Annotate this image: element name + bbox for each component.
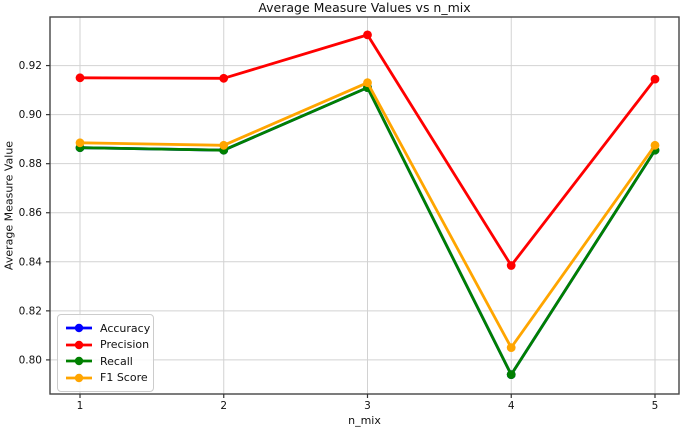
legend-line-sample-recall: [66, 357, 92, 366]
legend-line-sample-precision: [66, 340, 92, 349]
legend-label-accuracy: Accuracy: [100, 321, 151, 335]
y-tick-label: 0.84: [19, 256, 43, 268]
series-marker-f1-score: [363, 78, 372, 88]
legend-line-sample-accuracy: [66, 324, 92, 333]
x-tick-label: 5: [652, 400, 659, 412]
y-axis-label: Average Measure Value: [2, 140, 16, 271]
series-marker-precision: [75, 73, 85, 83]
y-tick-label: 0.82: [19, 305, 42, 317]
legend-item-accuracy: Accuracy: [65, 320, 150, 337]
x-axis-label: n_mix: [348, 414, 381, 427]
series-marker-precision: [363, 30, 372, 40]
chart-title: Average Measure Values vs n_mix: [258, 0, 471, 15]
y-tick-label: 0.88: [19, 158, 42, 170]
plot-border: [49, 16, 680, 395]
x-tick-label: 1: [77, 400, 84, 412]
legend-line-sample-f1-score: [66, 373, 92, 382]
series-marker-precision: [506, 261, 516, 270]
series-marker-f1-score: [506, 343, 516, 352]
x-tick-label: 4: [508, 400, 515, 412]
series-marker-f1-score: [650, 140, 660, 150]
y-tick-label: 0.86: [19, 207, 43, 219]
y-tick-label: 0.90: [19, 109, 42, 121]
legend-label-precision: Precision: [100, 338, 150, 352]
series-marker-f1-score: [75, 138, 85, 148]
x-tick-label: 2: [220, 400, 227, 412]
y-tick-label: 0.92: [19, 60, 42, 72]
x-tick-label: 3: [364, 400, 371, 412]
legend-label-recall: Recall: [100, 354, 133, 368]
legend-item-recall: Recall: [65, 353, 146, 370]
legend-item-f1-score: F1 Score: [65, 370, 148, 387]
series-marker-f1-score: [219, 140, 229, 150]
y-tick-label: 0.80: [19, 354, 42, 366]
legend-item-precision: Precision: [65, 337, 150, 354]
legend: Accuracy Precision Recall F1 Score: [57, 314, 154, 392]
series-marker-recall: [506, 370, 516, 379]
series-marker-precision: [650, 74, 660, 84]
legend-label-f1-score: F1 Score: [100, 371, 148, 385]
series-marker-precision: [219, 73, 229, 83]
